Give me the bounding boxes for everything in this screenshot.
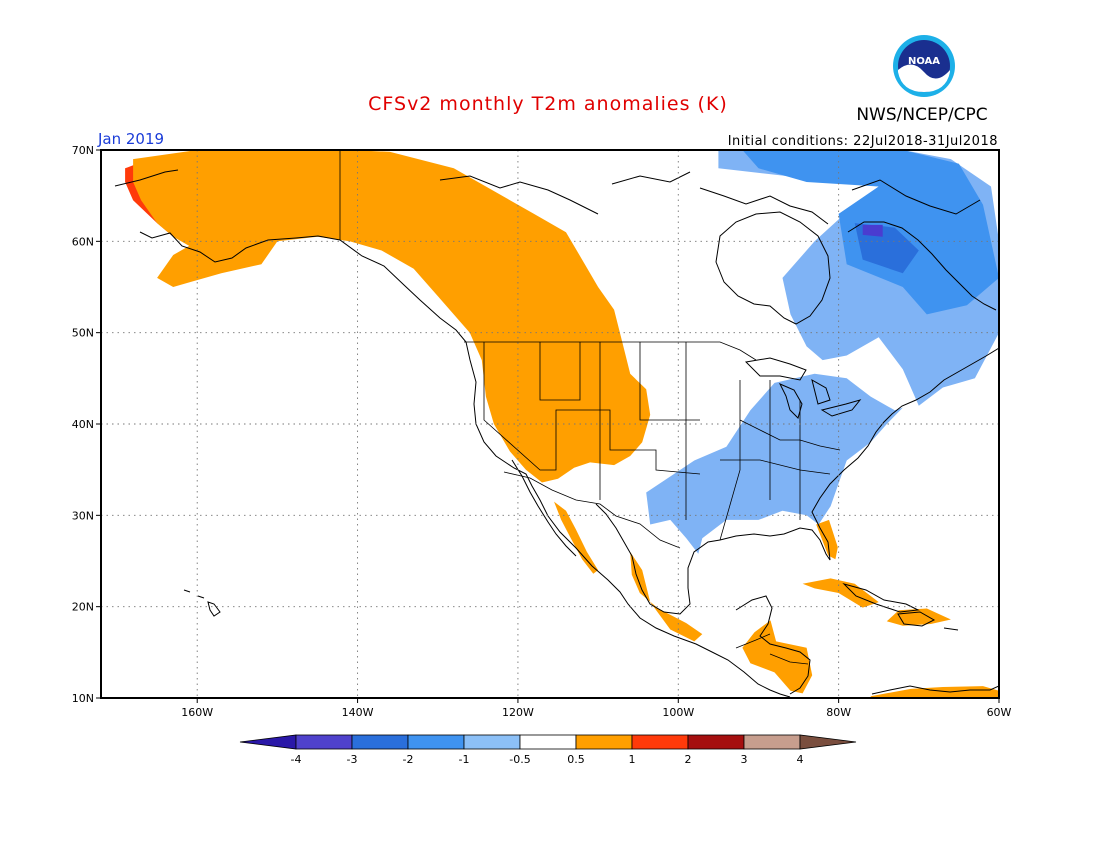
anomaly-region-western-canada-alaska xyxy=(133,150,651,483)
color-bar-label: 4 xyxy=(797,753,804,766)
color-bar-label: -0.5 xyxy=(509,753,530,766)
color-bar-swatch xyxy=(519,734,577,750)
anomaly-region-cuba xyxy=(802,578,879,608)
color-bar-label: 3 xyxy=(741,753,748,766)
anomaly-region-caribbean-south xyxy=(870,686,999,698)
color-bar-swatch xyxy=(463,734,521,750)
month-label: Jan 2019 xyxy=(97,130,164,148)
color-bar-lower-extension xyxy=(239,734,297,750)
svg-text:NOAA: NOAA xyxy=(908,56,940,67)
political-borders xyxy=(339,150,841,665)
latitude-axis: 70N 60N 50N 40N 30N 20N 10N xyxy=(72,144,101,705)
coastlines xyxy=(114,169,999,698)
lon-tick-label: 100W xyxy=(662,706,694,719)
color-bar-swatch xyxy=(351,734,409,750)
lat-tick-label: 30N xyxy=(72,509,94,522)
lat-tick-label: 60N xyxy=(72,235,94,248)
initial-conditions-label: Initial conditions: 22Jul2018-31Jul2018 xyxy=(728,134,998,149)
color-bar-label: 2 xyxy=(685,753,692,766)
anomaly-region-baja-california xyxy=(554,501,599,574)
color-bar-label: -4 xyxy=(291,753,302,766)
lat-tick-label: 40N xyxy=(72,418,94,431)
lat-tick-label: 10N xyxy=(72,692,94,705)
agency-label: NWS/NCEP/CPC xyxy=(856,105,987,125)
color-bar-label: -1 xyxy=(459,753,470,766)
color-bar-swatch xyxy=(295,734,353,750)
color-bar: -4 -3 -2 -1 -0.5 0.5 1 2 3 4 xyxy=(239,734,857,766)
longitude-axis: 160W 140W 120W 100W 80W 60W xyxy=(181,698,1012,719)
lon-tick-label: 120W xyxy=(502,706,534,719)
color-bar-label: -2 xyxy=(403,753,414,766)
color-bar-swatch xyxy=(631,734,689,750)
color-bar-swatch xyxy=(407,734,465,750)
lon-tick-label: 60W xyxy=(987,706,1012,719)
map-panel xyxy=(100,149,1000,699)
noaa-logo-icon: NOAA xyxy=(893,35,955,97)
color-bar-label: 1 xyxy=(629,753,636,766)
lon-tick-label: 140W xyxy=(342,706,374,719)
color-bar-label: 0.5 xyxy=(567,753,585,766)
anomaly-region-ungava-core xyxy=(862,224,883,237)
color-bar-upper-extension xyxy=(799,734,857,750)
lon-tick-label: 160W xyxy=(181,706,213,719)
graticule xyxy=(101,150,999,698)
lon-tick-label: 80W xyxy=(826,706,851,719)
color-bar-swatch xyxy=(743,734,801,750)
color-bar-swatch xyxy=(575,734,633,750)
anomaly-region-western-mexico xyxy=(630,551,703,642)
color-bar-label: -3 xyxy=(347,753,358,766)
lat-tick-label: 50N xyxy=(72,327,94,340)
map-title: CFSv2 monthly T2m anomalies (K) xyxy=(368,93,728,115)
lat-tick-label: 70N xyxy=(72,144,94,157)
lat-tick-label: 20N xyxy=(72,601,94,614)
color-bar-swatch xyxy=(687,734,745,750)
